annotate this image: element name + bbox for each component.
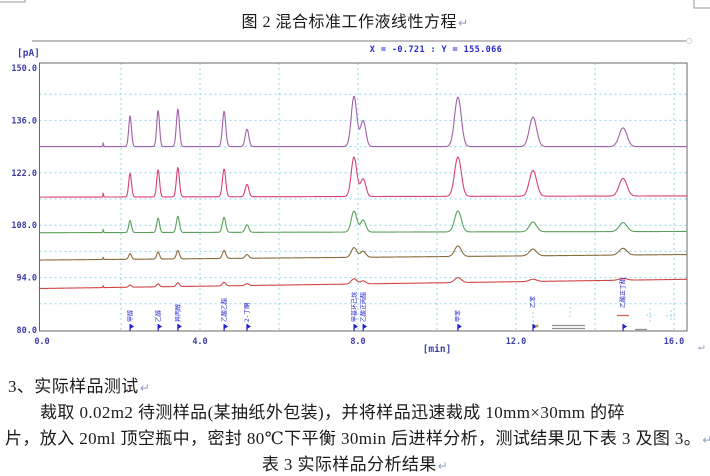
peak-label: 异丙醇 [174, 304, 182, 322]
peak-flag-icon [532, 324, 537, 329]
figure-caption-text: 图 2 混合标准工作液线性方程 [241, 14, 457, 31]
figure-caption: 图 2 混合标准工作液线性方程↵ [0, 8, 710, 32]
peak-flag-icon [457, 324, 462, 329]
peak-label: 甲苯 [454, 310, 462, 322]
peak-label: 2-丁酮 [244, 303, 251, 322]
y-tick-label: 94.0 [17, 274, 37, 284]
x-tick-label: 0.0 [34, 337, 49, 347]
peak-label: 乙酸乙酯 [220, 298, 228, 322]
peak-flag-icon [224, 324, 229, 329]
peak-flag-icon [158, 324, 163, 329]
chromatogram-trace-5 [39, 277, 687, 290]
peak-flag-icon [363, 324, 368, 329]
chromatogram-trace-2 [39, 156, 687, 198]
x-unit-label: [min] [423, 344, 452, 355]
paragraph-line-1: 裁取 0.02m2 待测样品(某抽纸外包装)，并将样品迅速裁成 10mm×30m… [40, 403, 625, 422]
paragraph-mark-icon: ↵ [702, 433, 710, 447]
y-tick-label: 136.0 [11, 116, 37, 126]
paragraph-mark-icon: ↵ [457, 16, 469, 30]
y-tick-label: 150.0 [11, 64, 37, 74]
annotation-dot [535, 324, 539, 328]
chromatogram-trace-1 [39, 95, 687, 148]
y-tick-label: 108.0 [11, 221, 37, 231]
chromatogram-trace-4 [39, 245, 687, 261]
annotation-marks [532, 38, 692, 331]
peak-label: 乙醇 [154, 310, 162, 322]
peak-flag-icon [354, 324, 359, 329]
axis-labels: 150.0 136.0 122.0 108.0 94.0 80.00.0 4.0 8.0 12.… [11, 64, 684, 347]
corner-mark-topright [693, 0, 710, 9]
peak-label: 乙苯 [529, 296, 537, 308]
chromatogram-figure: 甲醇 乙醇 异丙醇 乙酸乙酯 2-丁酮 甲基环己烷 乙酸正丙酯 甲苯 乙苯 乙酸正丁酯 150.0 1… [0, 0, 710, 355]
paragraph-mark-icon: ↵ [698, 340, 705, 353]
x-tick-label: 8.0 [350, 337, 365, 347]
y-unit-label: [pA] [17, 48, 40, 59]
peak-flag-icon [177, 324, 182, 329]
corner-mark-topleft [0, 0, 26, 3]
rule-end-handle [686, 38, 692, 44]
paragraph-mark-icon: ↵ [139, 381, 151, 395]
x-tick-label: 16.0 [664, 337, 684, 347]
peak-label: 乙酸正丙酯 [359, 292, 367, 322]
y-tick-label: 80.0 [17, 326, 37, 336]
peak-markers: 甲醇 乙醇 异丙醇 乙酸乙酯 2-丁酮 甲基环己烷 乙酸正丙酯甲苯 乙苯 乙酸正丁酯 [126, 278, 627, 331]
peak-flag-icon [247, 324, 252, 329]
peak-label: 乙酸正丁酯 [619, 278, 627, 308]
peak-label: 甲基环己烷 [350, 292, 358, 322]
paragraph-mark-icon: ↵ [437, 459, 449, 473]
cursor-readout: X = -0.721 : Y = 155.066 [370, 45, 502, 55]
peak-flag-icon [623, 324, 628, 329]
chromatogram-trace-3 [39, 210, 687, 234]
paragraph-line-2: 片，放入 20ml 顶空瓶中，密封 80℃下平衡 30min 后进样分析，测试结… [5, 424, 710, 449]
traces [39, 95, 687, 290]
y-tick-label: 122.0 [11, 169, 37, 179]
peak-flag-icon [130, 324, 135, 329]
peak-label: 甲醇 [126, 310, 134, 322]
section-heading: 3、实际样品测试↵ [8, 377, 151, 396]
x-tick-label: 12.0 [506, 337, 526, 347]
table-caption: 表 3 实际样品分析结果↵ [261, 455, 449, 474]
x-tick-label: 4.0 [192, 337, 207, 347]
